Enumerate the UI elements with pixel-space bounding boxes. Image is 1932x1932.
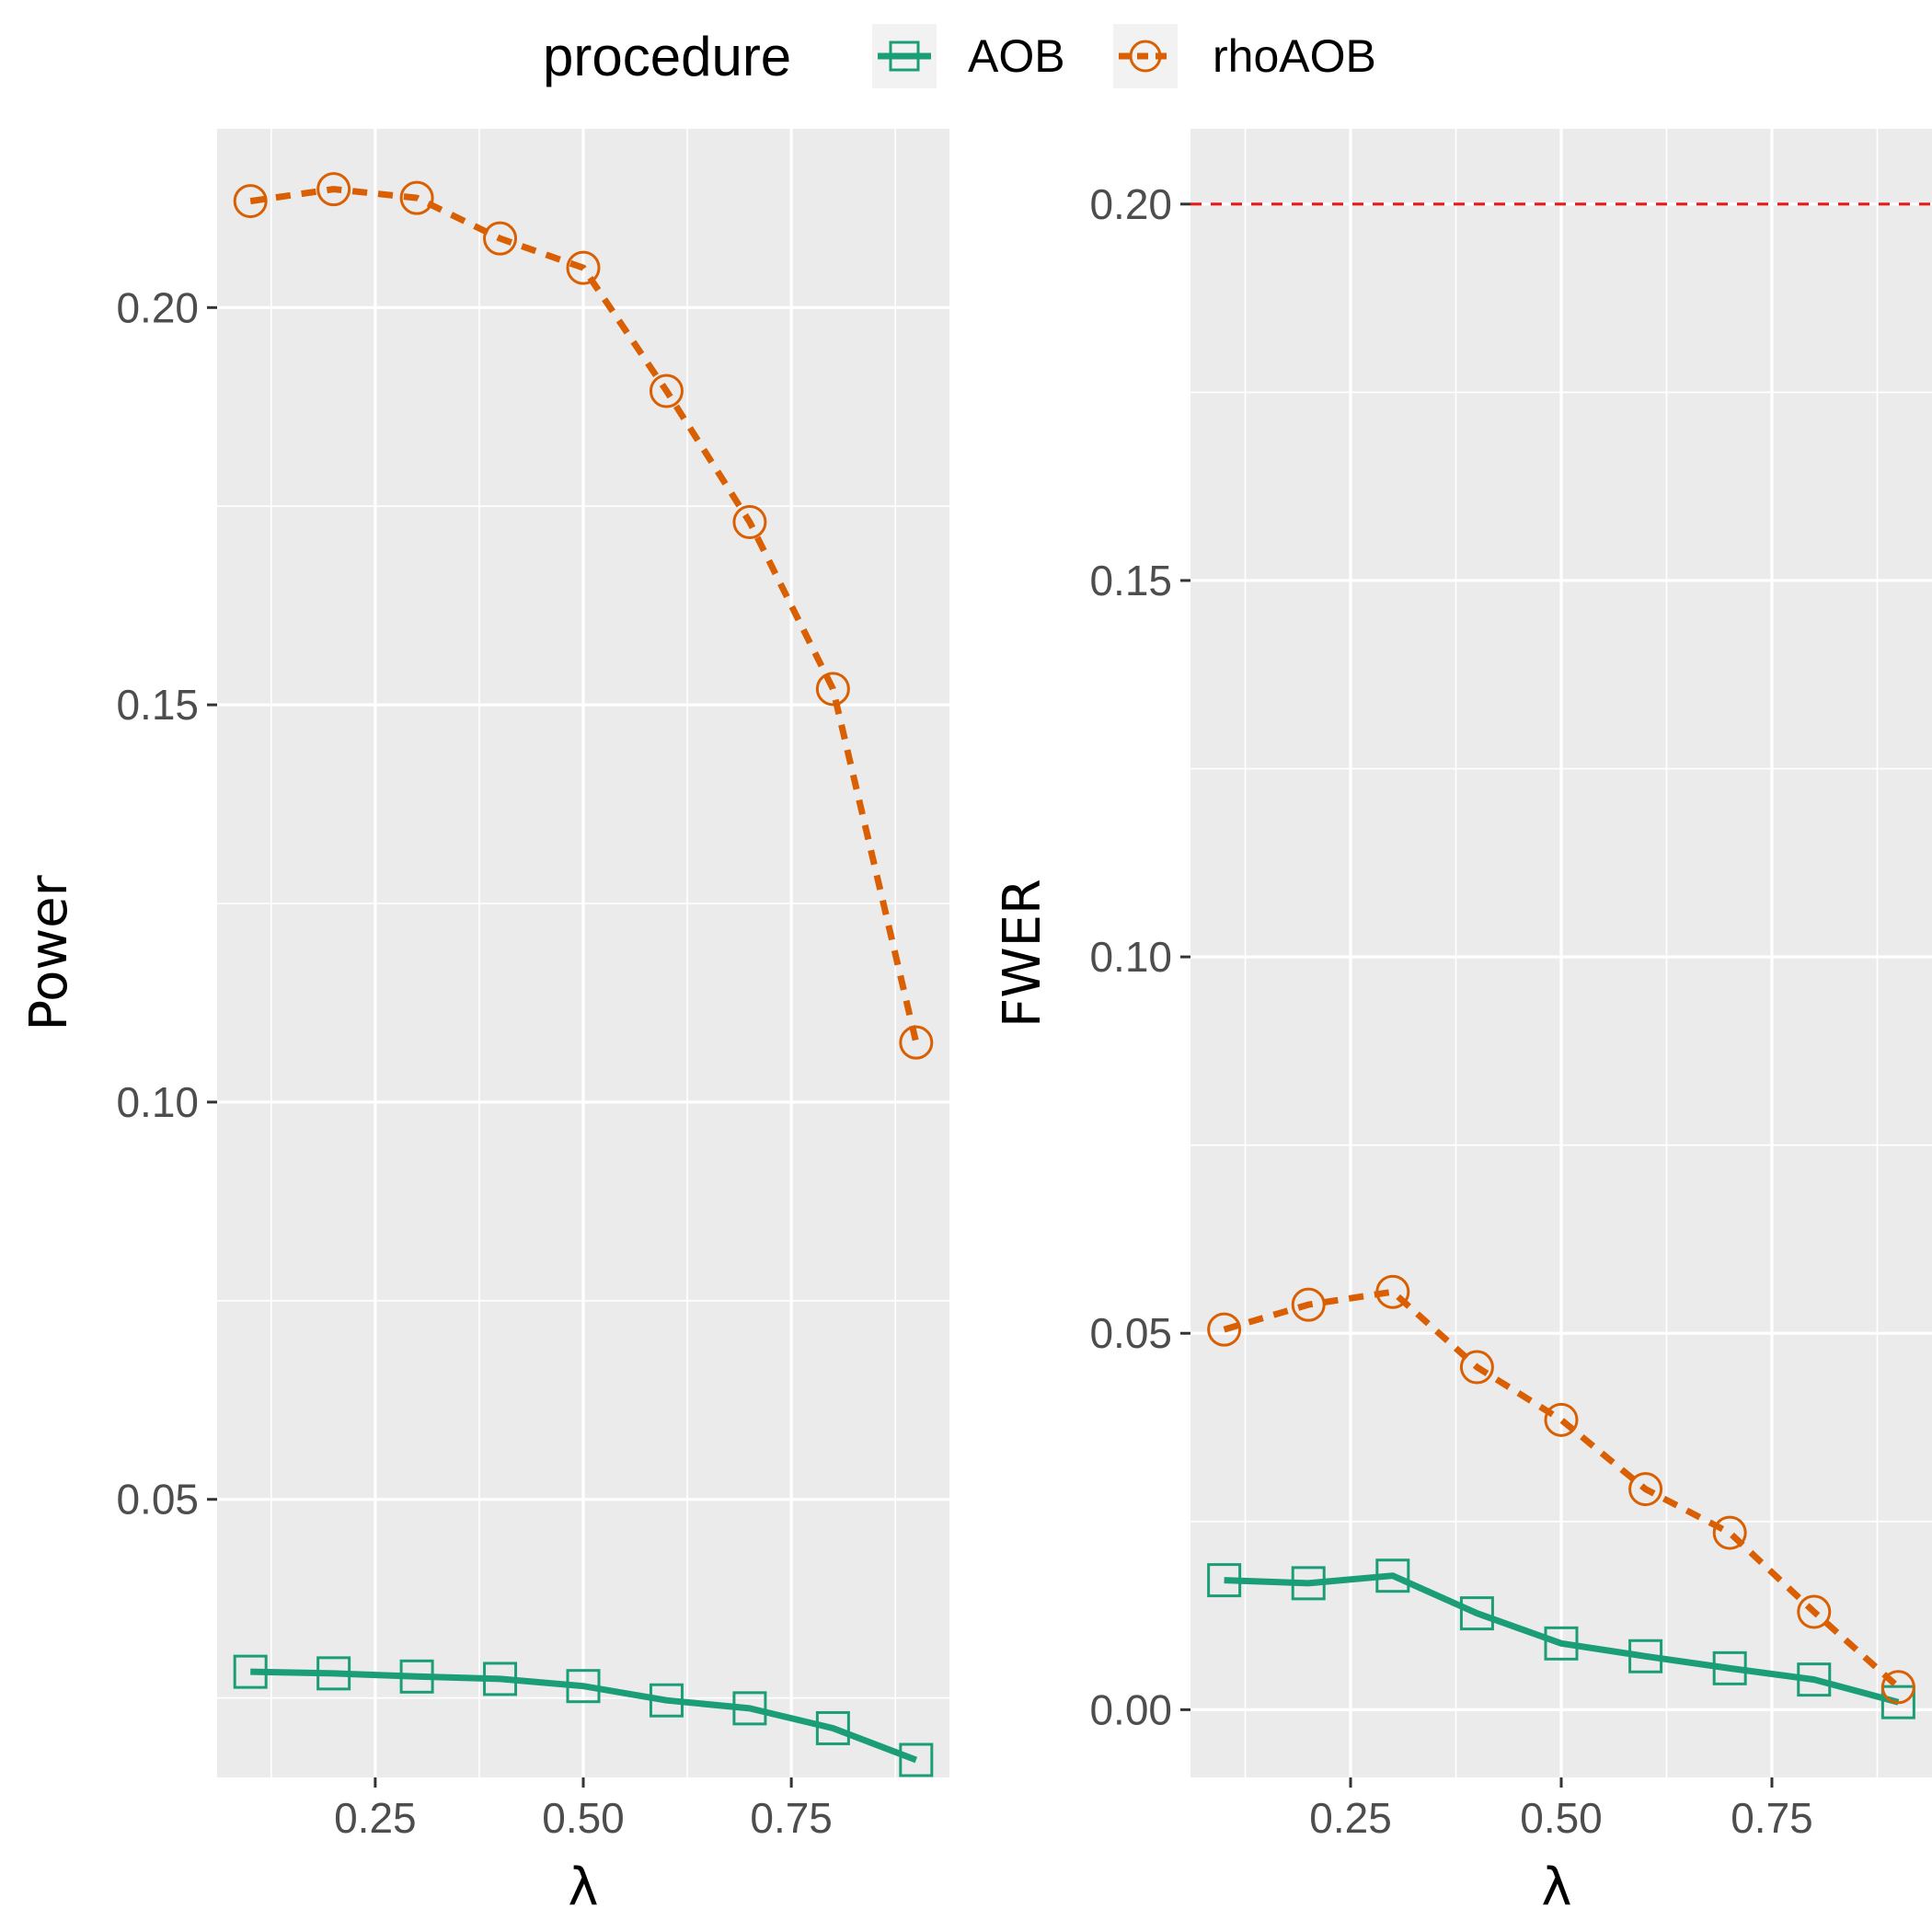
fwer-y-tick-label: 0.10 xyxy=(1089,933,1172,981)
power-point-rhoaob xyxy=(483,221,518,256)
fwer-point-rhoaob xyxy=(1880,1670,1915,1705)
power-x-axis-title: λ xyxy=(568,1857,598,1917)
power-y-tick-label: 0.15 xyxy=(116,681,199,729)
fwer-point-aob xyxy=(1291,1566,1326,1601)
fwer-point-rhoaob xyxy=(1375,1274,1410,1309)
fwer-x-tick-label: 0.25 xyxy=(1309,1794,1392,1842)
power-point-aob xyxy=(649,1683,684,1718)
power-point-aob xyxy=(732,1691,767,1726)
fwer-y-tick-label: 0.05 xyxy=(1089,1309,1172,1357)
fwer-series-line-rhoaob xyxy=(1223,1288,1901,1690)
fwer-x-axis: 0.25 0.50 0.75 xyxy=(1309,1777,1813,1842)
power-point-aob xyxy=(815,1710,850,1745)
fwer-series-line-aob xyxy=(1224,1572,1900,1706)
fwer-point-aob xyxy=(1712,1650,1747,1685)
fwer-point-aob xyxy=(1207,1563,1242,1598)
legend-label-rhoaob: rhoAOB xyxy=(1213,30,1376,82)
power-point-aob xyxy=(566,1669,601,1704)
power-point-rhoaob xyxy=(899,1025,934,1060)
fwer-major-grid xyxy=(1190,129,1932,1777)
power-y-tick-label: 0.20 xyxy=(116,283,199,331)
fwer-point-aob xyxy=(1880,1685,1915,1719)
fwer-point-aob xyxy=(1797,1662,1832,1697)
fwer-point-aob xyxy=(1628,1639,1663,1673)
fwer-point-rhoaob xyxy=(1544,1402,1579,1437)
power-y-tick-label: 0.05 xyxy=(116,1476,199,1524)
power-point-rhoaob xyxy=(815,672,850,707)
power-point-aob xyxy=(399,1659,434,1694)
fwer-y-axis-title: FWER xyxy=(993,879,1052,1028)
fwer-point-aob xyxy=(1459,1596,1494,1631)
power-panel: 0.05 0.10 0.15 0.20 0.25 0.50 0.75 λ Power xyxy=(19,129,949,1917)
fwer-y-tick-label: 0.00 xyxy=(1089,1685,1172,1733)
power-y-axis-title: Power xyxy=(19,874,79,1030)
fwer-point-aob xyxy=(1544,1626,1579,1661)
power-point-rhoaob xyxy=(566,250,601,285)
power-x-tick-label: 0.25 xyxy=(334,1794,417,1842)
power-point-rhoaob xyxy=(233,184,268,219)
legend: procedure AOB rhoAOB xyxy=(543,24,1376,88)
fwer-x-tick-label: 0.75 xyxy=(1731,1794,1813,1842)
fwer-point-rhoaob xyxy=(1207,1312,1242,1347)
fwer-panel: 0.00 0.05 0.10 0.15 0.20 0.25 0.50 0.75 λ FWER xyxy=(993,129,1932,1917)
power-major-grid xyxy=(217,129,949,1777)
fwer-point-rhoaob xyxy=(1291,1287,1326,1322)
legend-label-aob: AOB xyxy=(968,30,1065,82)
power-point-rhoaob xyxy=(399,180,434,215)
fwer-x-axis-title: λ xyxy=(1541,1857,1571,1917)
fwer-point-rhoaob xyxy=(1712,1515,1747,1550)
fwer-point-rhoaob xyxy=(1628,1472,1663,1507)
power-point-rhoaob xyxy=(732,504,767,539)
power-point-aob xyxy=(316,1656,351,1691)
fwer-point-rhoaob xyxy=(1459,1350,1494,1385)
power-point-aob xyxy=(483,1662,518,1696)
power-x-axis: 0.25 0.50 0.75 xyxy=(334,1777,833,1842)
fwer-x-tick-label: 0.50 xyxy=(1520,1794,1603,1842)
fwer-series xyxy=(1207,1274,1915,1719)
power-point-aob xyxy=(899,1742,934,1777)
power-series-line-aob xyxy=(250,1668,918,1764)
fwer-y-tick-label: 0.15 xyxy=(1089,557,1172,604)
legend-key-aob-marker xyxy=(889,40,920,72)
power-y-axis: 0.05 0.10 0.15 0.20 xyxy=(116,283,217,1524)
power-point-aob xyxy=(233,1654,268,1689)
legend-title: procedure xyxy=(543,26,791,87)
fwer-y-axis: 0.00 0.05 0.10 0.15 0.20 xyxy=(1089,180,1190,1733)
fwer-point-aob xyxy=(1375,1558,1410,1593)
power-x-tick-label: 0.75 xyxy=(750,1794,833,1842)
fwer-point-rhoaob xyxy=(1797,1594,1832,1629)
legend-key-rhoaob-marker xyxy=(1129,40,1162,73)
fwer-y-tick-label: 0.20 xyxy=(1089,180,1172,228)
power-point-rhoaob xyxy=(316,172,351,207)
power-x-tick-label: 0.50 xyxy=(542,1794,625,1842)
power-series xyxy=(233,172,934,1777)
power-point-rhoaob xyxy=(649,374,684,408)
power-series-line-rhoaob xyxy=(249,186,920,1044)
power-y-tick-label: 0.10 xyxy=(116,1078,199,1126)
